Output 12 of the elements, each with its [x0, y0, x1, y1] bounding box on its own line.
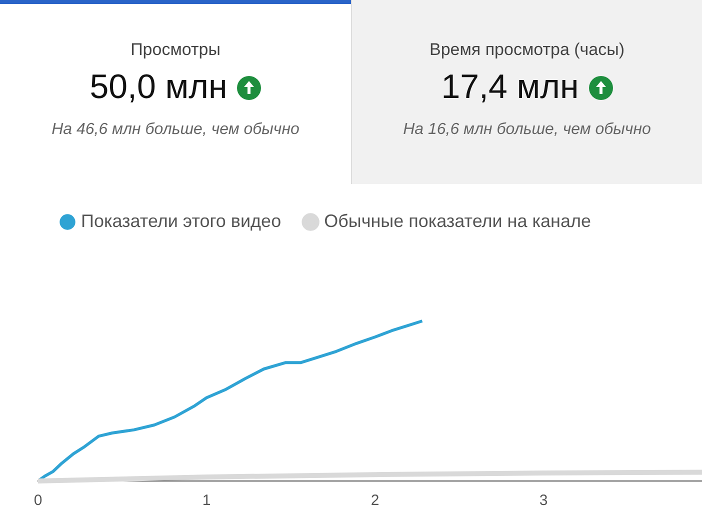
- text: На 46,6 млн больше, чем обычно: [50, 121, 300, 139]
- text: 50,0 млн: [90, 68, 228, 107]
- text: На 16,6 млн больше, чем обычно: [402, 121, 652, 139]
- text: Время просмотра (часы): [428, 40, 626, 60]
- x-tick-label: 0: [34, 492, 42, 510]
- text: Просмотры: [130, 40, 222, 60]
- x-tick-label: 3: [539, 492, 548, 510]
- x-tick-label: 2: [370, 492, 380, 510]
- legend-label: Показатели этого видео: [81, 210, 282, 231]
- x-tick-label: 1: [202, 492, 211, 510]
- legend-label: Обычные показатели на канале: [324, 210, 592, 231]
- text: 17,4 млн: [441, 68, 579, 107]
